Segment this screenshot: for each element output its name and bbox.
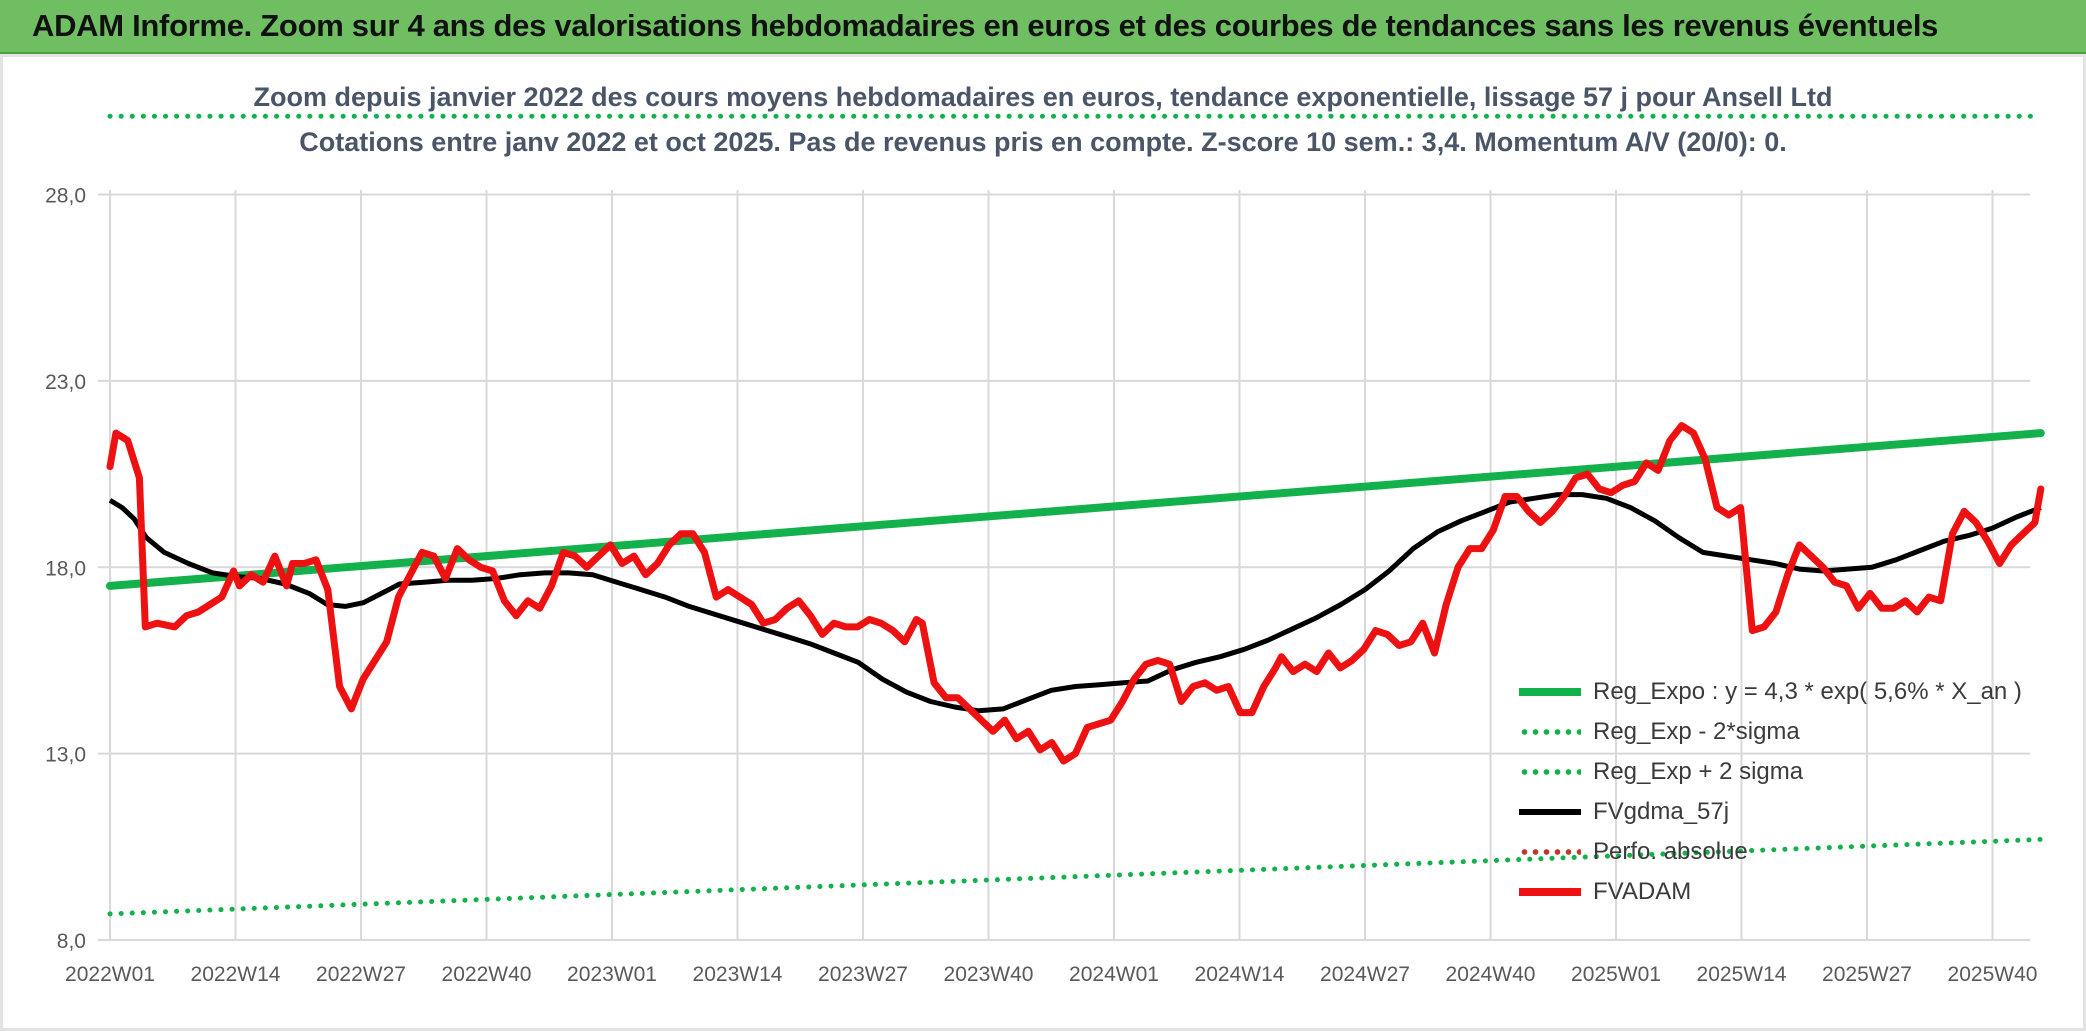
series-reg-expo (106, 429, 2045, 590)
legend-item: Perfo. absolue (1515, 832, 2035, 872)
x-tick-label: 2023W14 (693, 963, 783, 986)
chart-frame (0, 54, 2086, 1031)
x-tick-label: 2022W27 (316, 963, 406, 986)
x-tick-label: 2024W14 (1195, 963, 1285, 986)
legend-swatch (1519, 728, 1581, 736)
legend-item: Reg_Expo : y = 4,3 * exp( 5,6% * X_an ) (1515, 672, 2035, 712)
x-tick-label: 2024W01 (1069, 963, 1159, 986)
legend-swatch (1519, 888, 1581, 896)
legend-label: FVgdma_57j (1593, 798, 1730, 825)
x-tick-label: 2022W01 (65, 963, 155, 986)
series-fvadam (106, 422, 2045, 765)
legend-swatch (1519, 768, 1581, 776)
axis-layer: 8,0 13,0 18,0 23,0 28,0 2022W01 2022W14 2022W27… (45, 185, 2037, 986)
legend-item: Reg_Exp + 2 sigma (1515, 752, 2035, 792)
x-tick-label: 2023W27 (818, 963, 908, 986)
x-tick-label: 2024W27 (1320, 963, 1410, 986)
chart-subtitle: Cotations entre janv 2022 et oct 2025. P… (293, 127, 1793, 157)
grid-layer (98, 190, 2030, 941)
y-tick-label: 13,0 (45, 744, 86, 767)
x-tick-label: 2022W40 (442, 963, 532, 986)
report-title: ADAM Informe. Zoom sur 4 ans des valoris… (32, 8, 1939, 43)
y-tick-label: 28,0 (45, 185, 86, 208)
report-banner: ADAM Informe. Zoom sur 4 ans des valoris… (0, 0, 2086, 54)
legend-label: Reg_Exp + 2 sigma (1593, 758, 1804, 785)
chart-subtitle-container: Cotations entre janv 2022 et oct 2025. P… (0, 127, 2086, 158)
y-tick-label: 23,0 (45, 371, 86, 394)
legend-label: FVADAM (1593, 878, 1692, 905)
series-fvgdma-57j (108, 492, 2042, 714)
x-tick-label: 2022W14 (191, 963, 281, 986)
legend-item: FVADAM (1515, 872, 2035, 912)
x-tick-label: 2024W40 (1446, 963, 1536, 986)
chart-title-container: Zoom depuis janvier 2022 des cours moyen… (0, 82, 2086, 113)
y-tick-label: 18,0 (45, 557, 86, 580)
legend-item: FVgdma_57j (1515, 792, 2035, 832)
legend-label: Perfo. absolue (1593, 838, 1748, 865)
legend-swatch (1519, 848, 1581, 856)
legend-swatch (1519, 688, 1581, 696)
x-tick-label: 2025W27 (1822, 963, 1912, 986)
x-tick-label: 2025W40 (1948, 963, 2038, 986)
legend-label: Reg_Expo : y = 4,3 * exp( 5,6% * X_an ) (1593, 678, 2022, 705)
x-tick-label: 2023W40 (944, 963, 1034, 986)
chart-title: Zoom depuis janvier 2022 des cours moyen… (247, 82, 1839, 112)
x-tick-label: 2025W14 (1697, 963, 1787, 986)
x-tick-label: 2025W01 (1571, 963, 1661, 986)
series-layer (106, 113, 2045, 917)
legend-item: Reg_Exp - 2*sigma (1515, 712, 2035, 752)
x-tick-label: 2023W01 (567, 963, 657, 986)
chart-legend: Reg_Expo : y = 4,3 * exp( 5,6% * X_an ) R… (1515, 672, 2035, 912)
legend-label: Reg_Exp - 2*sigma (1593, 718, 1800, 745)
y-tick-label: 8,0 (57, 930, 86, 953)
legend-swatch (1519, 809, 1581, 815)
series-reg-exp-minus-2sigma (107, 836, 2044, 917)
